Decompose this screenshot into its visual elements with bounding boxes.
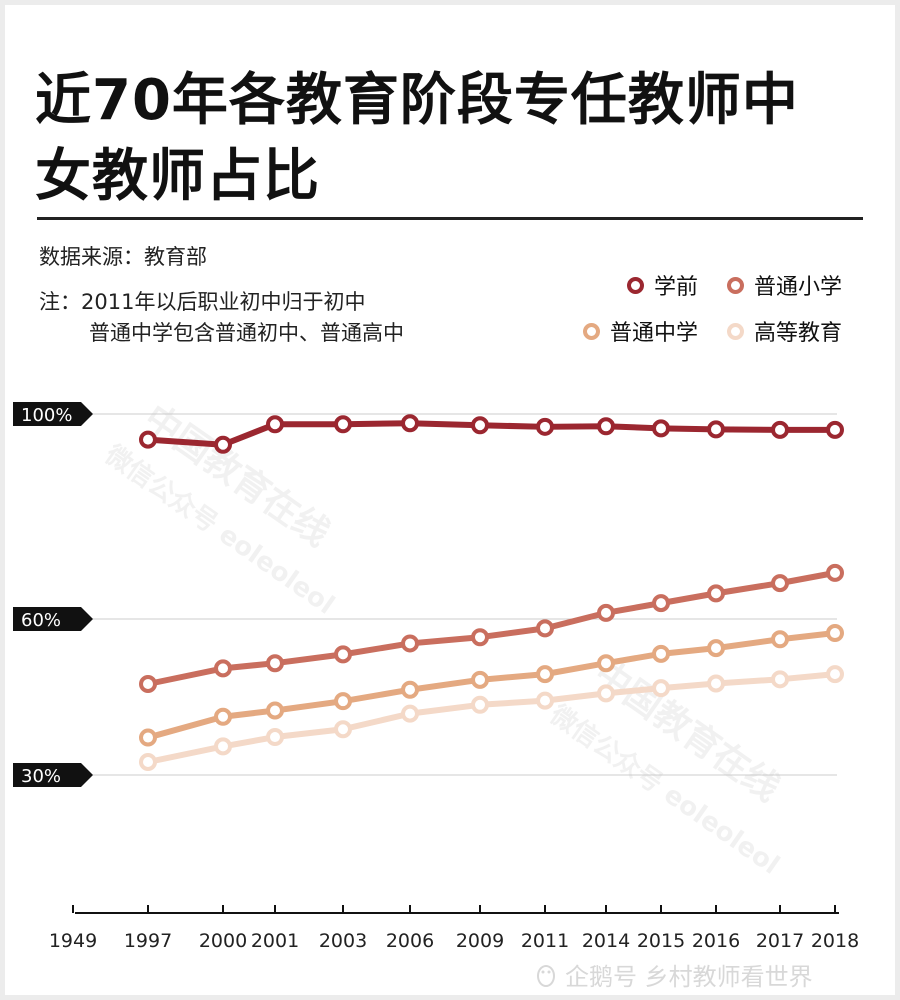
x-tick-label: 2018 bbox=[811, 930, 859, 952]
legend-item-preschool: 学前 bbox=[627, 269, 698, 301]
y-tick-tag bbox=[13, 763, 93, 787]
data-point bbox=[826, 420, 844, 439]
y-tick-label: 100% bbox=[21, 405, 72, 426]
y-tick-label: 30% bbox=[21, 766, 61, 787]
penguin-icon bbox=[537, 964, 555, 987]
data-point bbox=[707, 584, 725, 603]
footer-text: 企鹅号 乡村教师看世界 bbox=[565, 963, 813, 991]
legend-marker-secondary bbox=[583, 322, 600, 340]
data-point bbox=[536, 417, 554, 436]
series-line bbox=[145, 420, 838, 448]
data-point bbox=[334, 415, 352, 434]
y-tick-label: 60% bbox=[21, 610, 61, 631]
data-point bbox=[139, 753, 157, 771]
series-line bbox=[145, 671, 838, 765]
data-point bbox=[334, 692, 352, 711]
data-point bbox=[707, 674, 725, 693]
data-point bbox=[401, 680, 419, 699]
x-tick-label: 2006 bbox=[386, 930, 434, 952]
x-tick-label: 2011 bbox=[521, 930, 569, 952]
x-tick-label: 2015 bbox=[637, 930, 685, 952]
data-point bbox=[139, 430, 157, 449]
data-point bbox=[471, 695, 489, 714]
data-point bbox=[826, 563, 844, 582]
legend-label-preschool: 学前 bbox=[654, 275, 699, 300]
legend-item-higher: 高等教育 bbox=[727, 315, 842, 347]
x-tick-label: 2009 bbox=[456, 930, 504, 952]
data-point bbox=[266, 415, 284, 434]
data-point bbox=[401, 634, 419, 653]
data-point bbox=[471, 670, 489, 689]
x-tick-label: 1997 bbox=[124, 930, 172, 952]
data-point bbox=[597, 603, 615, 622]
data-point bbox=[597, 684, 615, 703]
data-point bbox=[401, 414, 419, 433]
x-tick-label: 2001 bbox=[251, 930, 299, 952]
legend-label-primary: 普通小学 bbox=[754, 275, 843, 300]
data-point bbox=[334, 720, 352, 739]
line-chart: 100% 60% 30% 1949 1997 2000 2001 2003 2006 2009 20… bbox=[13, 402, 859, 952]
data-point bbox=[214, 737, 232, 756]
legend-item-secondary: 普通中学 bbox=[583, 315, 698, 347]
title-divider bbox=[37, 217, 863, 220]
data-point bbox=[139, 728, 157, 747]
data-point bbox=[652, 644, 670, 663]
data-point bbox=[771, 420, 789, 439]
data-point bbox=[266, 728, 284, 747]
data-point bbox=[471, 416, 489, 435]
data-point bbox=[214, 659, 232, 678]
data-point bbox=[826, 665, 844, 684]
y-tick-tag bbox=[13, 402, 93, 426]
data-point bbox=[536, 619, 554, 638]
data-point bbox=[334, 645, 352, 664]
data-point bbox=[214, 707, 232, 726]
x-tick-label: 2017 bbox=[756, 930, 804, 952]
data-source: 数据来源：教育部 bbox=[39, 245, 207, 269]
data-point bbox=[707, 639, 725, 658]
data-point bbox=[771, 574, 789, 593]
x-tick-label: 2016 bbox=[692, 930, 740, 952]
data-point bbox=[266, 701, 284, 720]
y-tick-tag bbox=[13, 607, 93, 631]
data-point bbox=[652, 419, 670, 438]
data-point bbox=[652, 594, 670, 613]
data-point bbox=[597, 654, 615, 673]
series-line bbox=[145, 569, 838, 687]
data-point bbox=[266, 654, 284, 673]
data-point bbox=[597, 417, 615, 436]
legend-label-secondary: 普通中学 bbox=[610, 321, 699, 346]
chart-card: 近70年各教育阶段专任教师中女教师占比 数据来源：教育部 注：2011年以后职业… bbox=[5, 5, 895, 995]
legend-marker-higher bbox=[727, 322, 744, 340]
x-tick-label: 2003 bbox=[319, 930, 367, 952]
data-point bbox=[652, 679, 670, 698]
legend-item-primary: 普通小学 bbox=[727, 269, 842, 301]
legend-marker-primary bbox=[727, 276, 744, 294]
x-tick-label: 2000 bbox=[199, 930, 247, 952]
legend-label-higher: 高等教育 bbox=[754, 321, 843, 346]
note-line-2: 普通中学包含普通初中、普通高中 bbox=[89, 321, 404, 345]
x-tick-label: 2014 bbox=[582, 930, 630, 952]
chart-note: 注：2011年以后职业初中归于初中 普通中学包含普通初中、普通高中 bbox=[39, 287, 404, 349]
legend-marker-preschool bbox=[627, 276, 644, 294]
data-point bbox=[214, 435, 232, 454]
data-point bbox=[771, 630, 789, 649]
data-point bbox=[536, 691, 554, 710]
data-point bbox=[771, 670, 789, 689]
data-point bbox=[471, 628, 489, 647]
chart-title: 近70年各教育阶段专任教师中女教师占比 bbox=[35, 68, 799, 209]
data-point bbox=[536, 665, 554, 684]
data-point bbox=[707, 420, 725, 439]
data-point bbox=[139, 675, 157, 693]
footer-brand: 企鹅号 乡村教师看世界 bbox=[533, 957, 813, 992]
data-point bbox=[826, 624, 844, 643]
note-line-1: 注：2011年以后职业初中归于初中 bbox=[39, 290, 366, 314]
data-point bbox=[401, 704, 419, 723]
x-tick-label: 1949 bbox=[49, 930, 97, 952]
